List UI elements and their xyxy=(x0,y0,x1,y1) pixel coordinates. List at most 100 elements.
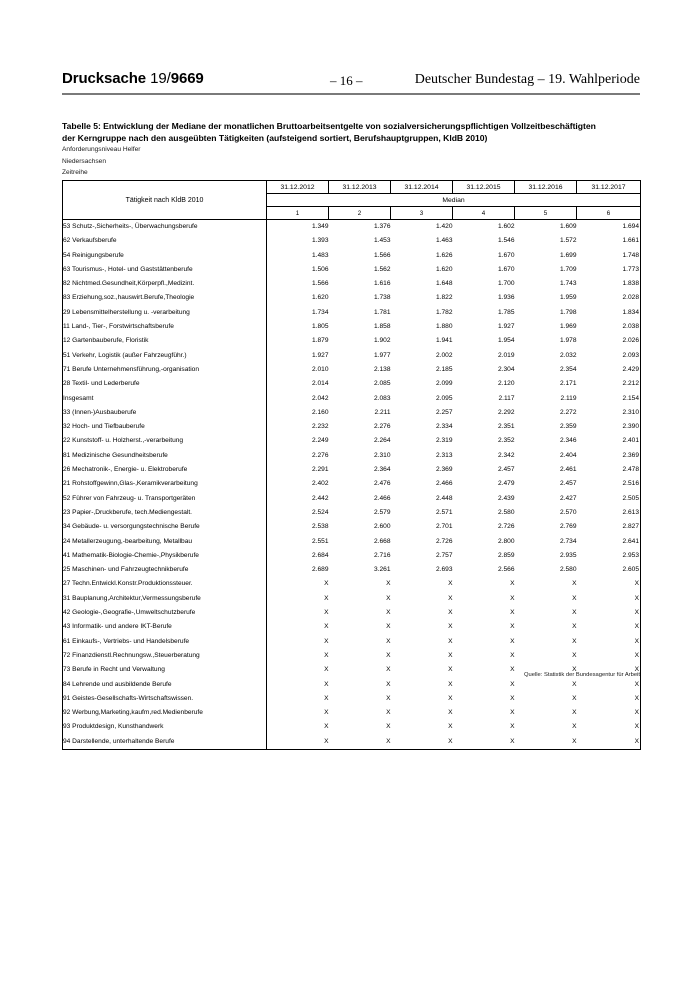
row-value: 1.734 xyxy=(311,308,329,316)
table-row: Insgesamt 2.042 2.083 2.095 2.117 2.119 2.154 xyxy=(62,391,641,406)
row-label: 11 Land-, Tier-, Forstwirtschaftsberufe xyxy=(62,320,267,335)
row-value: 2.212 xyxy=(576,377,641,392)
row-label: 84 Lehrende und ausbildende Berufe xyxy=(62,677,267,692)
row-value: 2.827 xyxy=(576,520,641,535)
row-value: X xyxy=(572,594,577,602)
row-label: 54 Reinigungsberufe xyxy=(62,248,267,263)
row-value: 2.232 xyxy=(311,423,329,431)
row-value: 1.858 xyxy=(373,323,391,331)
row-label: 31 Bauplanung,Architektur,Vermessungsber… xyxy=(62,591,267,607)
header-date-1: 31.12.2012 xyxy=(266,180,329,194)
row-value: 2.351 xyxy=(497,423,515,431)
row-label: 29 Lebensmittelherstellung u. -verarbeit… xyxy=(62,305,267,321)
row-value: 3.261 xyxy=(373,566,391,574)
row-value: X xyxy=(572,651,577,659)
row-value: 1.748 xyxy=(576,248,641,263)
row-value: 2.319 xyxy=(435,437,453,445)
table-row: 32 Hoch- und Tiefbauberufe 2.232 2.276 2.33… xyxy=(62,420,641,435)
row-value: 2.154 xyxy=(576,391,641,406)
header-date-6: 31.12.2017 xyxy=(576,180,641,194)
row-value: 2.310 xyxy=(373,451,391,459)
page-header: Drucksache 19/9669 – 16 – Deutscher Bund… xyxy=(62,70,640,96)
parliament-label: Deutscher Bundestag – 19. Wahlperiode xyxy=(414,72,640,87)
row-value: 2.524 xyxy=(311,508,329,516)
table-row: 53 Schutz-,Sicherheits-, Überwachungsber… xyxy=(62,219,641,235)
row-value: 1.781 xyxy=(373,308,391,316)
row-label: 92 Werbung,Marketing,kaufm,red.Medienber… xyxy=(62,706,267,721)
row-value: 2.580 xyxy=(497,508,515,516)
row-value: X xyxy=(514,734,577,750)
row-value: X xyxy=(324,666,329,674)
row-label: 43 Informatik- und andere IKT-Berufe xyxy=(62,620,267,635)
table-row: 27 Techn.Entwickl.Konstr.Produktionssteu… xyxy=(62,577,641,592)
row-value: 2.095 xyxy=(435,394,453,402)
row-value: 1.562 xyxy=(373,265,391,273)
row-value: 2.310 xyxy=(576,405,641,421)
row-value: 2.935 xyxy=(559,551,577,559)
table-row: 54 Reinigungsberufe 1.483 1.566 1.626 1.670 1… xyxy=(62,248,641,263)
row-value: 1.566 xyxy=(311,280,329,288)
row-value: 2.026 xyxy=(576,334,641,349)
row-value: X xyxy=(510,680,515,688)
row-value: 2.701 xyxy=(435,523,453,531)
row-label: 25 Maschinen- und Fahrzeugtechnikberufe xyxy=(62,563,267,578)
row-value: 1.699 xyxy=(559,251,577,259)
row-value: 2.342 xyxy=(497,451,515,459)
header-colnum-1: 1 xyxy=(266,206,329,220)
row-label: 51 Verkehr, Logistik (außer Fahrzeugführ… xyxy=(62,348,267,363)
row-value: 1.902 xyxy=(373,337,391,345)
row-label: 41 Mathematik-Biologie-Chemie-,Physikber… xyxy=(62,548,267,564)
median-earnings-table: Tätigkeit nach KldB 2010 31.12.2012 31.1… xyxy=(62,180,641,750)
row-value: X xyxy=(510,609,515,617)
row-value: 2.457 xyxy=(497,466,515,474)
row-label: 83 Erziehung,soz.,hauswirt.Berufe,Theolo… xyxy=(62,291,267,306)
row-value: X xyxy=(576,591,641,607)
row-value: X xyxy=(576,691,641,707)
row-value: X xyxy=(576,577,641,592)
row-value: 1.566 xyxy=(373,251,391,259)
header-divider xyxy=(62,93,640,95)
row-value: 1.743 xyxy=(559,280,577,288)
row-value: 2.117 xyxy=(498,394,515,402)
row-value: X xyxy=(324,651,329,659)
row-value: 1.782 xyxy=(435,308,453,316)
row-value: X xyxy=(324,594,329,602)
row-value: 1.694 xyxy=(576,219,641,235)
row-value: 2.099 xyxy=(435,380,453,388)
table-row: 93 Produktdesign, Kunsthandwerk X X X X X X xyxy=(62,720,641,735)
caption-title-line2: der Kerngruppe nach den ausgeübten Tätig… xyxy=(62,132,488,143)
row-value: 2.734 xyxy=(559,537,577,545)
row-value: 2.726 xyxy=(435,537,453,545)
header-median-span: Median xyxy=(266,193,641,207)
row-value: X xyxy=(390,734,453,750)
row-value: 2.641 xyxy=(576,534,641,549)
row-value: X xyxy=(386,723,391,731)
row-value: 1.954 xyxy=(497,337,515,345)
row-value: 2.457 xyxy=(559,480,577,488)
row-value: X xyxy=(324,694,329,702)
row-label: 28 Textil- und Lederberufe xyxy=(62,377,267,392)
table-row: 91 Geistes-Gesellschafts-Wirtschaftswiss… xyxy=(62,691,641,707)
row-value: X xyxy=(510,623,515,631)
header-date-3: 31.12.2014 xyxy=(390,180,453,194)
table-row: 21 Rohstoffgewinn,Glas-,Keramikverarbeit… xyxy=(62,477,641,492)
row-value: 1.463 xyxy=(435,237,453,245)
header-date-4: 31.12.2015 xyxy=(452,180,515,194)
row-value: 1.648 xyxy=(435,280,453,288)
row-value: 2.757 xyxy=(435,551,453,559)
row-value: X xyxy=(324,580,329,588)
table-row: 43 Informatik- und andere IKT-Berufe X X X X… xyxy=(62,620,641,635)
table-row: 62 Verkaufsberufe 1.393 1.453 1.463 1.546 1.5… xyxy=(62,234,641,249)
row-value: 2.404 xyxy=(559,451,577,459)
row-label: 81 Medizinische Gesundheitsberufe xyxy=(62,448,267,464)
row-value: X xyxy=(448,580,453,588)
caption-subtitle-region: Niedersachsen xyxy=(62,157,106,165)
row-value: X xyxy=(386,680,391,688)
row-value: 2.478 xyxy=(576,463,641,478)
row-value: X xyxy=(386,623,391,631)
row-label: 91 Geistes-Gesellschafts-Wirtschaftswiss… xyxy=(62,691,267,707)
table-row: 63 Tourismus-, Hotel- und Gaststättenber… xyxy=(62,262,641,278)
header-colnum-4: 4 xyxy=(452,206,515,220)
row-value: X xyxy=(324,637,329,645)
row-label: 23 Papier-,Druckberufe, tech.Mediengesta… xyxy=(62,505,267,521)
